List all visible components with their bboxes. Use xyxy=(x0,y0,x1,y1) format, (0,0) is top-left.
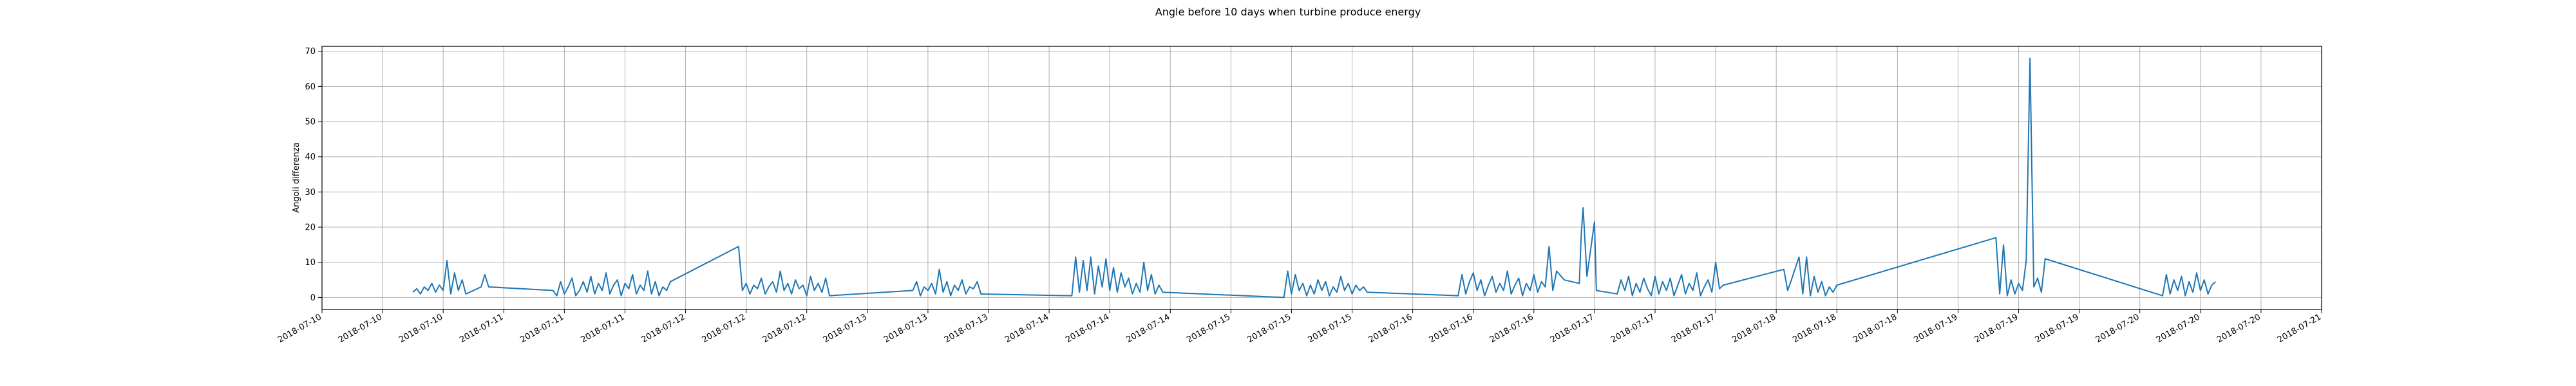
x-tick-label: 2018-07-16 xyxy=(1428,312,1475,345)
x-tick-label: 2018-07-10 xyxy=(337,312,384,345)
x-tick-label: 2018-07-18 xyxy=(1852,312,1899,345)
y-axis: 0 10 20 30 40 50 60 70 xyxy=(305,47,322,303)
x-tick-label: 2018-07-14 xyxy=(1124,312,1171,345)
x-axis: 2018-07-10 2018-07-10 2018-07-10 2018-07-11… xyxy=(276,309,2323,345)
plot-frame xyxy=(321,46,2322,310)
x-tick-label: 2018-07-12 xyxy=(701,312,748,345)
x-tick-label: 2018-07-12 xyxy=(640,312,687,345)
x-tick-label: 2018-07-19 xyxy=(1913,312,1960,345)
x-tick-label: 2018-07-15 xyxy=(1185,312,1232,345)
x-tick-label: 2018-07-14 xyxy=(1003,312,1050,345)
x-tick-label: 2018-07-20 xyxy=(2094,312,2141,345)
x-tick-label: 2018-07-12 xyxy=(761,312,808,345)
y-tick-label: 0 xyxy=(310,293,316,303)
y-axis-title: Angoli differenza xyxy=(292,142,301,213)
x-tick-label: 2018-07-16 xyxy=(1367,312,1414,345)
y-tick-label: 30 xyxy=(305,188,316,198)
x-tick-label: 2018-07-14 xyxy=(1064,312,1111,345)
y-tick-label: 50 xyxy=(305,118,316,127)
x-tick-label: 2018-07-21 xyxy=(2276,312,2323,345)
x-tick-label: 2018-07-11 xyxy=(518,312,565,345)
x-tick-label: 2018-07-19 xyxy=(1973,312,2020,345)
x-tick-label: 2018-07-13 xyxy=(882,312,929,345)
series-layer xyxy=(412,57,2217,299)
y-tick-label: 60 xyxy=(305,82,316,92)
x-tick-label: 2018-07-11 xyxy=(458,312,505,345)
y-tick-label: 20 xyxy=(305,223,316,233)
x-tick-label: 2018-07-20 xyxy=(2215,312,2262,345)
x-tick-label: 2018-07-13 xyxy=(943,312,990,345)
chart-title: Angle before 10 days when turbine produc… xyxy=(1155,6,1421,18)
x-tick-label: 2018-07-19 xyxy=(2034,312,2081,345)
grid-lines xyxy=(321,46,2322,309)
x-tick-label: 2018-07-18 xyxy=(1791,312,1838,345)
x-tick-label: 2018-07-17 xyxy=(1670,312,1717,345)
x-tick-label: 2018-07-20 xyxy=(2155,312,2202,345)
x-tick-label: 2018-07-17 xyxy=(1609,312,1656,345)
x-tick-label: 2018-07-18 xyxy=(1730,312,1777,345)
x-tick-label: 2018-07-10 xyxy=(397,312,444,345)
series-line xyxy=(412,57,2217,299)
y-tick-label: 40 xyxy=(305,152,316,162)
y-tick-label: 70 xyxy=(305,47,316,57)
y-tick-label: 10 xyxy=(305,258,316,268)
x-tick-label: 2018-07-16 xyxy=(1488,312,1535,345)
x-tick-label: 2018-07-15 xyxy=(1307,312,1354,345)
x-tick-label: 2018-07-17 xyxy=(1549,312,1596,345)
x-tick-label: 2018-07-10 xyxy=(276,312,323,345)
x-tick-label: 2018-07-13 xyxy=(822,312,869,345)
x-tick-label: 2018-07-15 xyxy=(1246,312,1293,345)
x-tick-label: 2018-07-11 xyxy=(580,312,627,345)
